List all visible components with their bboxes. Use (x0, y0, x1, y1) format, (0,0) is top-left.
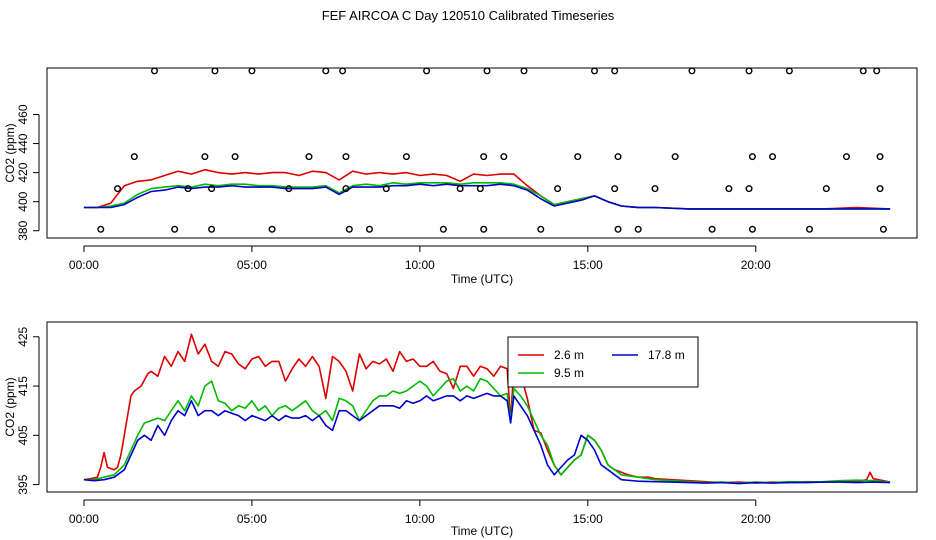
flag-point (268, 225, 276, 233)
x-tick-label: 05:00 (237, 512, 267, 526)
flag-point (614, 153, 622, 161)
flag-point (114, 185, 122, 193)
flag-point (748, 153, 756, 161)
flag-point (500, 153, 508, 161)
legend-label: 2.6 m (554, 348, 584, 362)
flag-point (745, 67, 753, 75)
legend-label: 17.8 m (648, 348, 685, 362)
flag-point (725, 185, 733, 193)
flag-point (171, 225, 179, 233)
flag-point (342, 185, 350, 193)
y-tick-label: 440 (16, 133, 30, 153)
x-axis-label: Time (UTC) (451, 272, 513, 286)
flag-point (537, 225, 545, 233)
plot-frame (46, 321, 918, 493)
flag-point (671, 153, 679, 161)
series-line-2-6-m (83, 168, 891, 210)
flag-point (365, 225, 373, 233)
flag-point (211, 67, 219, 75)
y-tick-label: 460 (16, 104, 30, 124)
y-tick-label: 405 (16, 425, 30, 445)
flag-point (130, 153, 138, 161)
flag-point (614, 225, 622, 233)
flag-point (342, 153, 350, 161)
flag-point (873, 67, 881, 75)
y-tick-label: 380 (16, 220, 30, 240)
chart-title: FEF AIRCOA C Day 120510 Calibrated Times… (321, 8, 615, 23)
panel-2 (33, 321, 918, 506)
flag-point (745, 185, 753, 193)
flag-point (806, 225, 814, 233)
flag-point (574, 153, 582, 161)
flag-point (634, 225, 642, 233)
series-line-9-5-m (83, 377, 891, 484)
flag-point (591, 67, 599, 75)
flag-point (611, 67, 619, 75)
flag-point (520, 67, 528, 75)
flag-point (345, 225, 353, 233)
legend (507, 336, 699, 388)
legend-label: 9.5 m (554, 366, 584, 380)
flag-point (208, 225, 216, 233)
y-tick-label: 415 (16, 376, 30, 396)
y-tick-label: 425 (16, 326, 30, 346)
x-tick-label: 10:00 (405, 258, 435, 272)
y-tick-label: 395 (16, 474, 30, 494)
flag-point (822, 185, 830, 193)
plot-frame (46, 67, 918, 239)
flag-point (208, 185, 216, 193)
flag-point (231, 153, 239, 161)
x-tick-label: 10:00 (405, 512, 435, 526)
flag-point (769, 153, 777, 161)
y-axis-label: CO2 (ppm) (3, 377, 17, 436)
flag-point (285, 185, 293, 193)
flag-point (785, 67, 793, 75)
flag-point (305, 153, 313, 161)
flag-point (480, 153, 488, 161)
x-tick-label: 15:00 (573, 258, 603, 272)
x-tick-label: 00:00 (69, 512, 99, 526)
flag-point (748, 225, 756, 233)
x-tick-label: 05:00 (237, 258, 267, 272)
x-axis-label: Time (UTC) (451, 524, 513, 538)
x-tick-label: 00:00 (69, 258, 99, 272)
flag-point (876, 185, 884, 193)
panel-1 (33, 67, 918, 252)
flag-point (842, 153, 850, 161)
y-tick-label: 420 (16, 162, 30, 182)
flag-point (322, 67, 330, 75)
flag-point (150, 67, 158, 75)
flag-point (439, 225, 447, 233)
flag-point (483, 67, 491, 75)
flag-point (184, 185, 192, 193)
flag-point (339, 67, 347, 75)
flag-point (456, 185, 464, 193)
flag-point (611, 185, 619, 193)
flag-point (248, 67, 256, 75)
flag-point (201, 153, 209, 161)
x-tick-label: 20:00 (741, 258, 771, 272)
legend-box (507, 336, 699, 388)
series-line-17-8-m (83, 183, 891, 210)
series-line-2-6-m (83, 333, 891, 484)
flag-point (651, 185, 659, 193)
flag-point (688, 67, 696, 75)
flag-point (97, 225, 105, 233)
flag-point (382, 185, 390, 193)
series-line-17-8-m (83, 392, 891, 485)
flag-point (423, 67, 431, 75)
flag-point (476, 185, 484, 193)
y-tick-label: 400 (16, 191, 30, 211)
flag-point (402, 153, 410, 161)
flag-point (708, 225, 716, 233)
flag-point (859, 67, 867, 75)
flag-point (879, 225, 887, 233)
flag-point (480, 225, 488, 233)
flag-point (876, 153, 884, 161)
y-axis-label: CO2 (ppm) (3, 123, 17, 182)
flag-point (554, 185, 562, 193)
x-tick-label: 15:00 (573, 512, 603, 526)
x-tick-label: 20:00 (741, 512, 771, 526)
